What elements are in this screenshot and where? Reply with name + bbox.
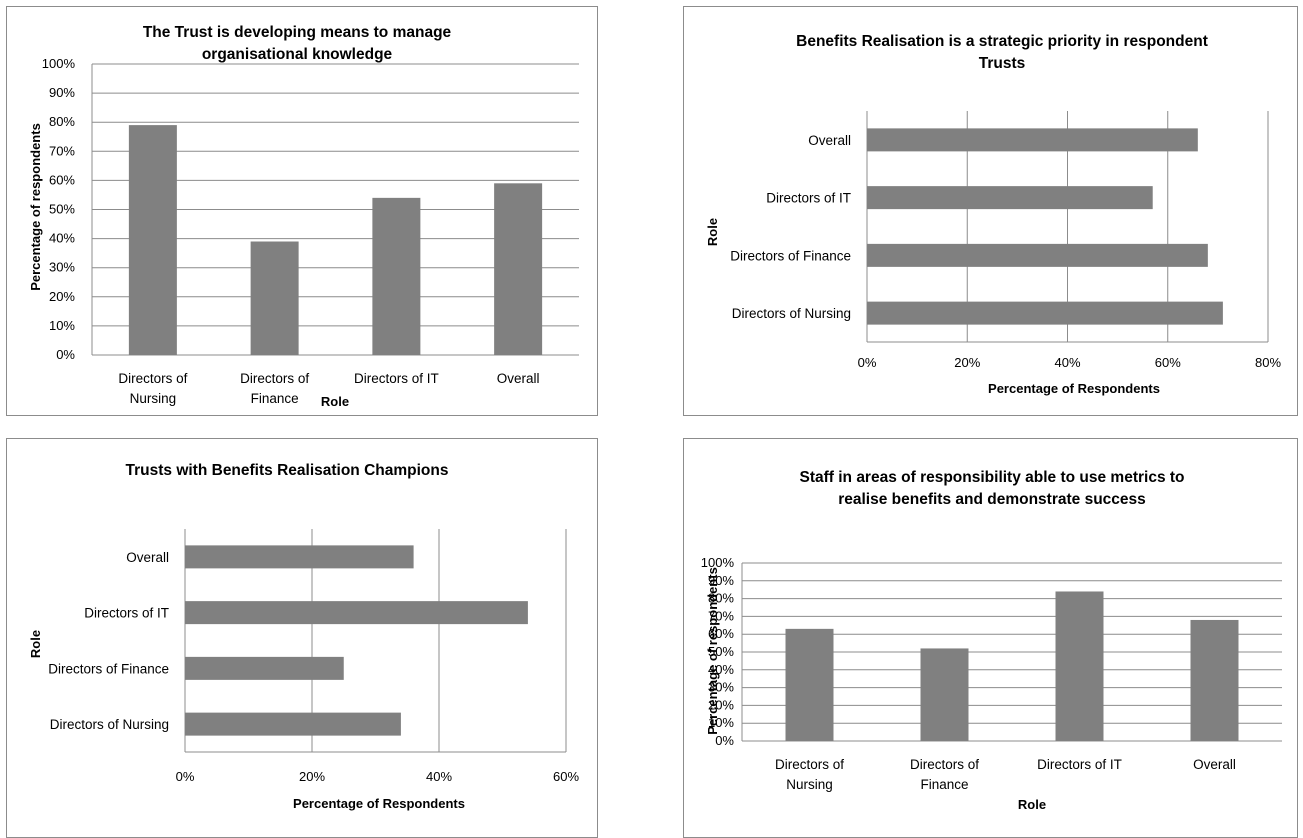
y-category-label: Directors of IT [84,606,169,621]
chart-strategic-priority-svg: Benefits Realisation is a strategic prio… [705,33,1281,396]
chart-title: Trusts [979,55,1026,72]
chart-title: The Trust is developing means to manage [143,24,452,41]
y-category-label: Directors of IT [766,191,851,206]
bar [867,186,1153,210]
chart-title: Trusts with Benefits Realisation Champio… [126,462,449,479]
y-tick-label: 40% [708,662,734,677]
chart-title: Staff in areas of responsibility able to… [799,469,1184,486]
y-tick-label: 80% [708,591,734,606]
chart-title: realise benefits and demonstrate success [838,491,1146,508]
bar [785,628,834,741]
y-tick-label: 0% [56,347,75,362]
bar [185,656,344,680]
x-tick-label: 40% [1054,355,1080,370]
x-category-label: Directors of [910,757,979,772]
y-axis-title: Percentage of respondents [28,123,43,291]
y-tick-label: 40% [49,231,75,246]
chart-title: Benefits Realisation is a strategic prio… [796,33,1208,50]
y-tick-label: 20% [49,289,75,304]
chart-strategic-priority: Benefits Realisation is a strategic prio… [683,6,1298,416]
x-category-label: Directors of [118,371,187,386]
bar [920,648,969,741]
y-category-label: Directors of Nursing [732,306,851,321]
y-tick-label: 80% [49,114,75,129]
chart-knowledge-management-svg: The Trust is developing means to manage o… [28,24,579,409]
bar [867,301,1223,325]
bar [185,601,528,625]
x-tick-label: 0% [176,769,195,784]
bar [867,243,1208,267]
y-tick-label: 10% [708,715,734,730]
chart-staff-metrics-svg: Staff in areas of responsibility able to… [701,469,1282,812]
x-tick-label: 0% [858,355,877,370]
y-tick-label: 60% [708,626,734,641]
y-category-label: Overall [808,133,851,148]
bar [1190,619,1239,741]
x-tick-label: 80% [1255,355,1281,370]
y-tick-label: 70% [708,608,734,623]
x-category-label: Directors of IT [354,371,439,386]
y-tick-label: 100% [42,56,76,71]
chart-champions: Trusts with Benefits Realisation Champio… [6,438,598,838]
x-category-label: Overall [497,371,540,386]
y-tick-label: 50% [708,644,734,659]
y-tick-label: 30% [708,680,734,695]
x-tick-label: 40% [426,769,452,784]
x-tick-label: 20% [299,769,325,784]
bar [250,241,299,355]
chart-title: organisational knowledge [202,46,393,63]
y-category-label: Directors of Finance [48,661,169,676]
x-tick-label: 60% [1155,355,1181,370]
x-axis-title: Role [1018,797,1046,812]
y-tick-label: 100% [701,555,735,570]
y-axis-title: Role [705,218,720,246]
chart-champions-svg: Trusts with Benefits Realisation Champio… [28,462,579,811]
x-axis-title: Percentage of Respondents [988,381,1160,396]
x-tick-label: 60% [553,769,579,784]
bar [185,712,401,736]
y-tick-label: 20% [708,697,734,712]
bar [185,545,414,569]
x-axis-title: Percentage of Respondents [293,796,465,811]
x-category-label: Finance [920,777,968,792]
y-tick-label: 30% [49,260,75,275]
chart-knowledge-management: The Trust is developing means to manage o… [6,6,598,416]
y-tick-label: 90% [708,573,734,588]
x-category-label: Directors of [240,371,309,386]
y-category-label: Directors of Nursing [50,717,169,732]
chart-staff-metrics: Staff in areas of responsibility able to… [683,438,1298,838]
x-category-label: Directors of [775,757,844,772]
y-category-label: Overall [126,550,169,565]
x-category-label: Overall [1193,757,1236,772]
x-category-label: Nursing [130,391,177,406]
y-tick-label: 10% [49,318,75,333]
y-tick-label: 0% [715,733,734,748]
bar [128,125,177,355]
y-tick-label: 90% [49,85,75,100]
y-tick-label: 70% [49,143,75,158]
y-axis-title: Role [28,630,43,658]
y-axis-title: Percentage of respondents [705,567,720,735]
x-category-label: Finance [251,391,299,406]
y-category-label: Directors of Finance [730,248,851,263]
x-category-label: Directors of IT [1037,757,1122,772]
x-category-label: Nursing [786,777,833,792]
x-tick-label: 20% [954,355,980,370]
y-tick-label: 50% [49,202,75,217]
bar [1055,591,1104,741]
y-tick-label: 60% [49,172,75,187]
bar [867,128,1198,152]
bar [372,197,421,355]
bar [494,183,543,355]
x-axis-title: Role [321,394,349,409]
